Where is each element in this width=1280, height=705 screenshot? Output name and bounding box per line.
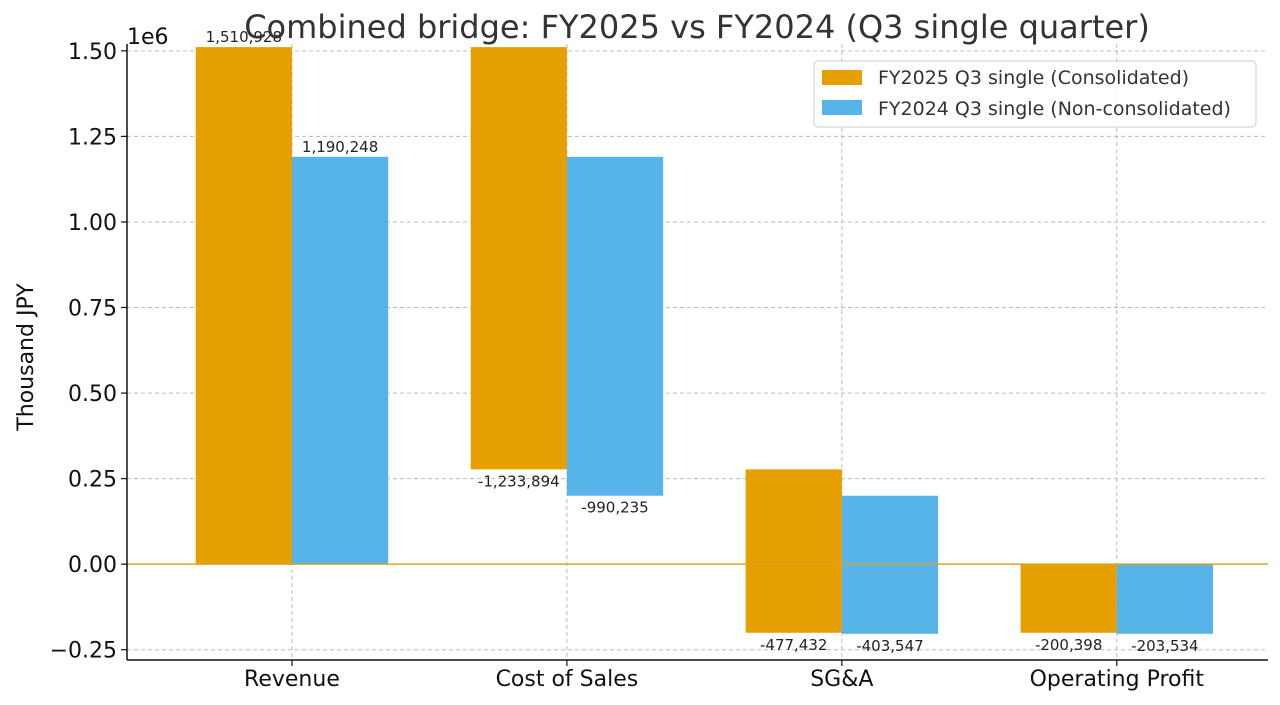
axis-offset-label: 1e6 [127,25,169,50]
bars-layer [195,47,1214,634]
bar-fy2024 [566,156,664,496]
y-tick-label: 0.25 [68,468,117,493]
y-tick-label: 1.00 [68,211,117,236]
legend-label-fy2024: FY2024 Q3 single (Non-consolidated) [878,98,1231,120]
legend-swatch-fy2024 [822,100,862,115]
y-tick-label: 1.50 [68,40,117,65]
y-tick-label: 1.25 [68,125,117,150]
y-tick-label: −0.25 [50,639,117,664]
bar-value-label: 1,510,928 [206,28,282,46]
y-axis-label: Thousand JPY [14,283,39,432]
y-tick-label: 0.75 [68,297,117,322]
bar-fy2025 [470,47,567,470]
bar-value-label: -990,235 [581,499,648,517]
legend-frame [813,60,1257,128]
bar-fy2024 [291,156,389,565]
bar-value-label: -477,432 [760,636,827,654]
legend: FY2025 Q3 single (Consolidated) FY2024 Q… [813,60,1257,128]
data-labels-layer: 1,510,928 -1,233,894 -477,432 -200,398 1,190… [206,28,1199,655]
bar-fy2025 [745,469,842,633]
legend-label-fy2025: FY2025 Q3 single (Consolidated) [878,67,1189,89]
x-tick-label: Operating Profit [1030,667,1205,692]
x-tick-label: Cost of Sales [496,667,639,692]
chart-title: Combined bridge: FY2025 vs FY2024 (Q3 si… [244,8,1150,46]
bar-fy2025 [1020,564,1117,633]
y-tick-label: 0.00 [68,553,117,578]
axes-layer: −0.25 0.00 0.25 0.50 0.75 1.00 1.25 1.50 Revenue… [50,40,1268,692]
x-tick-label: SG&A [810,667,873,692]
bar-value-label: -1,233,894 [478,472,560,490]
bar-fy2024 [1116,564,1214,634]
bar-value-label: -200,398 [1035,636,1102,654]
legend-swatch-fy2025 [822,70,862,85]
x-tick-label: Revenue [244,667,340,692]
bar-value-label: 1,190,248 [302,138,378,156]
y-tick-label: 0.50 [68,382,117,407]
bar-value-label: -203,534 [1131,637,1198,655]
bar-value-label: -403,547 [856,637,923,655]
bar-fy2025 [195,47,292,565]
